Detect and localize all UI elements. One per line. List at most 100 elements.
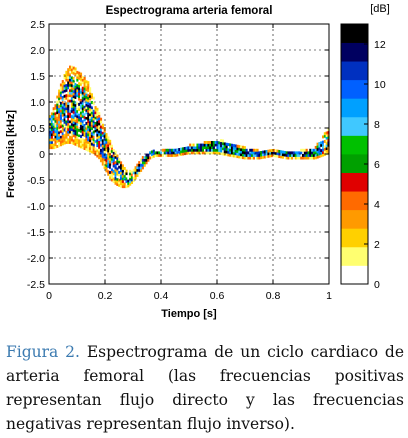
- spectrogram-cell: [103, 127, 106, 130]
- colorbar-swatch: [341, 154, 368, 173]
- spectrogram-cell: [76, 143, 79, 147]
- spectrogram-cell: [325, 141, 328, 145]
- chart-title: Espectrograma arteria femoral: [106, 5, 273, 17]
- spectrogram-cell: [79, 95, 83, 99]
- spectrogram-cell: [116, 157, 119, 160]
- spectrogram-cell: [94, 116, 97, 120]
- spectrogram-cell: [303, 148, 306, 152]
- spectrogram-cell: [65, 83, 68, 87]
- spectrogram-cell: [49, 138, 52, 142]
- spectrogram-cell: [69, 117, 72, 121]
- spectrogram-cell: [69, 99, 72, 103]
- spectrogram-cell: [92, 109, 95, 113]
- spectrogram-cell: [76, 107, 79, 111]
- spectrogram-cell: [181, 152, 184, 156]
- spectrogram-cell: [76, 76, 79, 79]
- spectrogram-cell: [74, 116, 77, 120]
- x-tick-label: 0.2: [98, 290, 113, 302]
- spectrogram-cell: [152, 154, 155, 158]
- colorbar-tick-label: 4: [374, 199, 380, 211]
- spectrogram-cell: [78, 123, 81, 127]
- spectrogram-cell: [56, 95, 59, 99]
- spectrogram-cell: [83, 113, 86, 117]
- spectrogram-cell: [79, 121, 83, 125]
- spectrogram-cell: [87, 99, 90, 103]
- spectrogram-cell: [189, 148, 192, 152]
- spectrogram-cell: [103, 166, 106, 169]
- spectrogram-cell: [260, 151, 263, 154]
- spectrogram-cell: [85, 140, 88, 144]
- spectrogram-cell: [52, 146, 55, 150]
- spectrogram-cell: [58, 112, 61, 116]
- spectrogram-cell: [65, 141, 68, 144]
- spectrogram-cell: [67, 99, 70, 103]
- spectrogram-cell: [143, 163, 146, 167]
- spectrogram-cell: [221, 142, 225, 145]
- spectrogram-cell: [101, 149, 104, 153]
- spectrogram-cell: [65, 73, 68, 77]
- spectrogram-cell: [227, 150, 230, 154]
- caption-text: Espectrograma de un ciclo cardiaco de ar…: [6, 343, 405, 433]
- spectrogram-cell: [72, 142, 75, 145]
- spectrogram-cell: [92, 117, 95, 121]
- spectrogram-cell: [116, 177, 119, 181]
- spectrogram-cell: [59, 143, 63, 147]
- spectrogram-cell: [56, 103, 59, 107]
- spectrogram-cell: [96, 149, 99, 153]
- spectrogram-cell: [107, 170, 110, 174]
- spectrogram-cell: [301, 154, 305, 157]
- spectrogram-cell: [116, 183, 119, 186]
- spectrogram-cell: [63, 89, 66, 93]
- spectrogram-cell: [103, 145, 106, 149]
- spectrogram-cell: [63, 84, 66, 88]
- spectrogram-cell: [72, 131, 75, 135]
- spectrogram-cell: [291, 154, 294, 157]
- spectrogram-cell: [61, 87, 64, 91]
- spectrogram-cell: [61, 90, 64, 94]
- spectrogram-cell: [170, 151, 174, 155]
- spectrogram-cell: [59, 135, 63, 139]
- spectrogram-cell: [98, 135, 101, 139]
- spectrogram-cell: [83, 128, 86, 132]
- spectrogram-cell: [56, 137, 59, 141]
- spectrogram-cell: [154, 151, 157, 155]
- spectrogram-cell: [92, 101, 95, 105]
- spectrogram-cell: [96, 107, 99, 111]
- spectrogram-cell: [101, 139, 104, 143]
- spectrogram-cell: [85, 103, 88, 107]
- spectrogram-cell: [309, 148, 312, 152]
- spectrogram-cell: [99, 154, 103, 158]
- spectrogram-cell: [61, 85, 64, 89]
- spectrogram-cell: [311, 156, 314, 160]
- spectrogram-cell: [85, 132, 88, 136]
- spectrogram-cell: [92, 122, 95, 126]
- spectrogram-cell: [207, 151, 210, 155]
- spectrogram-cell: [123, 174, 126, 178]
- spectrogram-cell: [70, 68, 73, 72]
- spectrogram-cell: [74, 127, 77, 131]
- spectrogram-cell: [258, 153, 261, 157]
- spectrogram-cell: [205, 148, 208, 152]
- spectrogram-cell: [103, 153, 106, 156]
- spectrogram-cell: [174, 153, 177, 157]
- spectrogram-cell: [81, 128, 84, 131]
- spectrogram-cell: [178, 150, 181, 154]
- spectrogram-cell: [105, 140, 108, 144]
- spectrogram-cell: [309, 156, 312, 160]
- spectrogram-cell: [79, 134, 83, 138]
- spectrogram-cell: [67, 128, 70, 131]
- spectrogram-cell: [232, 146, 235, 150]
- spectrogram-cell: [136, 174, 139, 177]
- spectrogram-cell: [70, 94, 73, 98]
- spectrogram-cell: [81, 138, 84, 142]
- spectrogram-cell: [212, 141, 215, 144]
- colorbar-swatch: [341, 98, 368, 118]
- spectrogram-cell: [234, 147, 237, 150]
- spectrogram-cell: [209, 146, 212, 150]
- spectrogram-cell: [183, 152, 186, 156]
- spectrogram-cell: [314, 145, 317, 149]
- spectrogram-cell: [76, 133, 79, 137]
- spectrogram-cell: [54, 112, 57, 115]
- spectrogram-cell: [87, 104, 90, 108]
- spectrogram-cell: [89, 134, 92, 137]
